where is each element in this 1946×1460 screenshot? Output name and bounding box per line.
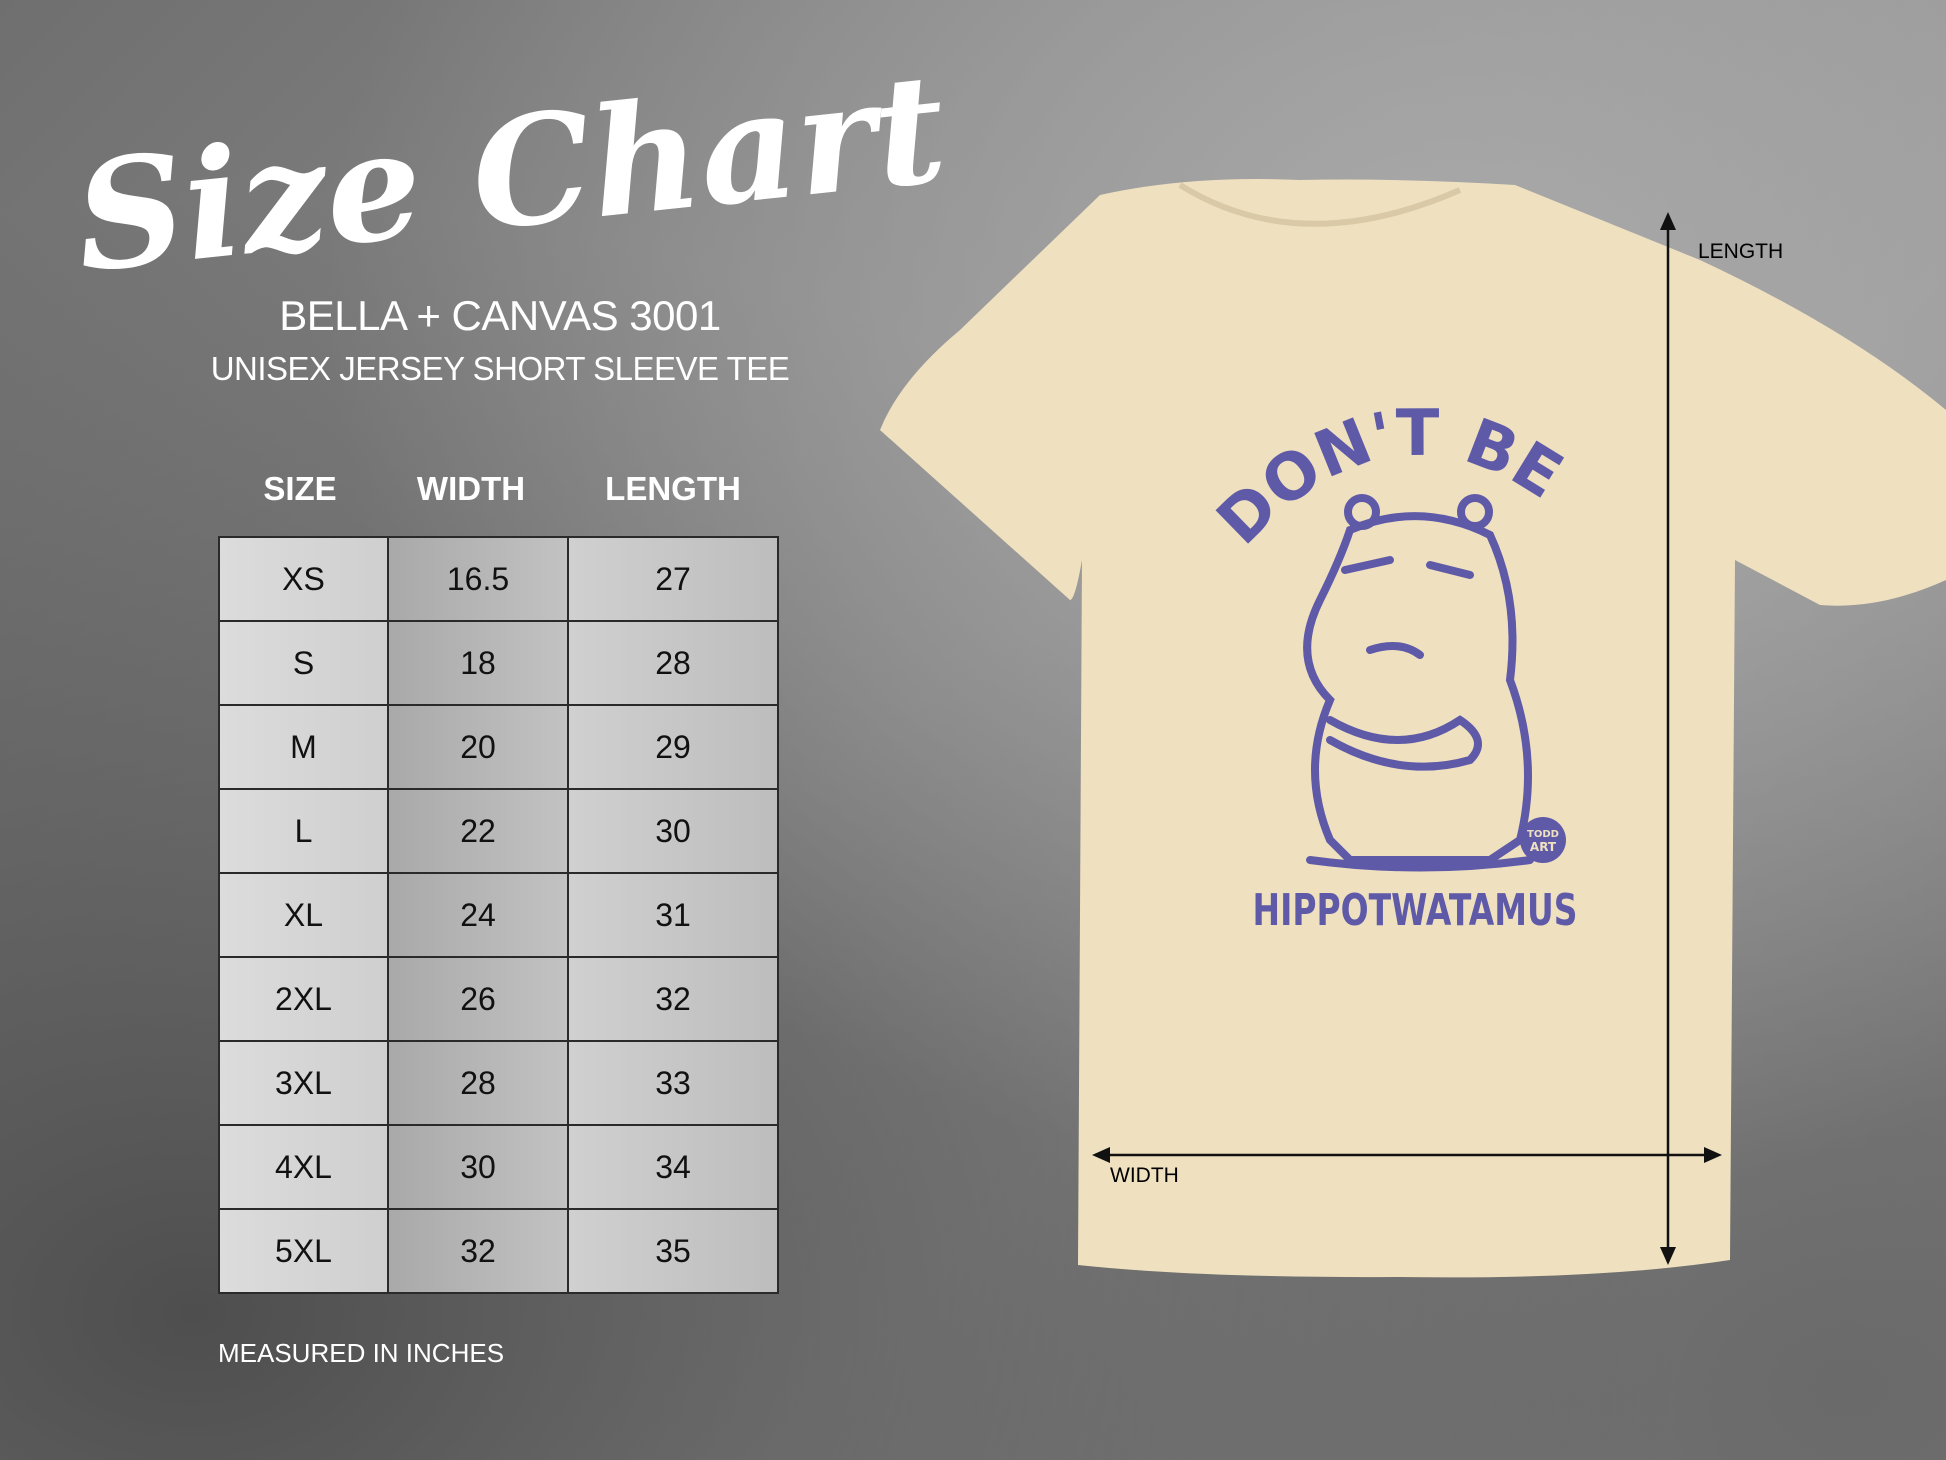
width-cell: 22 (388, 788, 569, 874)
brand-line: BELLA + CANVAS 3001 (279, 292, 721, 339)
width-cell: 32 (388, 1208, 569, 1294)
table-row: 4XL 30 34 (218, 1124, 779, 1210)
size-cell: 3XL (218, 1040, 389, 1126)
product-description: UNISEX JERSEY SHORT SLEEVE TEE (210, 350, 790, 387)
length-cell: 28 (567, 620, 779, 706)
length-cell: 34 (567, 1124, 779, 1210)
arrow-head-left (1092, 1147, 1110, 1163)
table-row: XS 16.5 27 (218, 536, 779, 622)
arrow-head-top (1660, 212, 1676, 230)
width-cell: 24 (388, 872, 569, 958)
tshirt-shape (880, 179, 1946, 1278)
length-cell: 31 (567, 872, 779, 958)
table-row: 5XL 32 35 (218, 1208, 779, 1294)
length-cell: 35 (567, 1208, 779, 1294)
length-label: LENGTH (1698, 240, 1783, 263)
width-cell: 20 (388, 704, 569, 790)
badge-text: TODD (1527, 829, 1559, 840)
measurement-note: MEASURED IN INCHES (218, 1338, 505, 1368)
length-cell: 29 (567, 704, 779, 790)
size-cell: L (218, 788, 389, 874)
table-row: L 22 30 (218, 788, 779, 874)
table-row: XL 24 31 (218, 872, 779, 958)
size-cell: 4XL (218, 1124, 389, 1210)
size-cell: 5XL (218, 1208, 389, 1294)
width-cell: 26 (388, 956, 569, 1042)
header-size: SIZE (263, 470, 337, 507)
size-cell: M (218, 704, 389, 790)
width-cell: 16.5 (388, 536, 569, 622)
table-row: M 20 29 (218, 704, 779, 790)
width-cell: 30 (388, 1124, 569, 1210)
length-cell: 30 (567, 788, 779, 874)
size-table: XS 16.5 27 S 18 28 M 20 29 L 22 30 XL 24 31 2XL 26 32 3XL 2… (218, 536, 779, 1294)
size-cell: S (218, 620, 389, 706)
length-cell: 33 (567, 1040, 779, 1126)
size-cell: XL (218, 872, 389, 958)
todd-art-badge (1520, 817, 1566, 863)
header-length: LENGTH (605, 470, 741, 507)
length-cell: 27 (567, 536, 779, 622)
size-chart-title: Size Chart (70, 80, 950, 307)
table-row: S 18 28 (218, 620, 779, 706)
length-cell: 32 (567, 956, 779, 1042)
print-bottom-text: HIPPOTWATAMUS (1253, 885, 1578, 936)
arrow-head-bottom (1660, 1247, 1676, 1265)
size-cell: 2XL (218, 956, 389, 1042)
collar (1178, 182, 1462, 227)
size-cell: XS (218, 536, 389, 622)
width-cell: 28 (388, 1040, 569, 1126)
badge-text-2: ART (1530, 840, 1557, 854)
width-cell: 18 (388, 620, 569, 706)
table-row: 3XL 28 33 (218, 1040, 779, 1126)
arrow-head-right (1704, 1147, 1722, 1163)
table-row: 2XL 26 32 (218, 956, 779, 1042)
width-label: WIDTH (1110, 1164, 1179, 1187)
header-width: WIDTH (416, 470, 526, 507)
